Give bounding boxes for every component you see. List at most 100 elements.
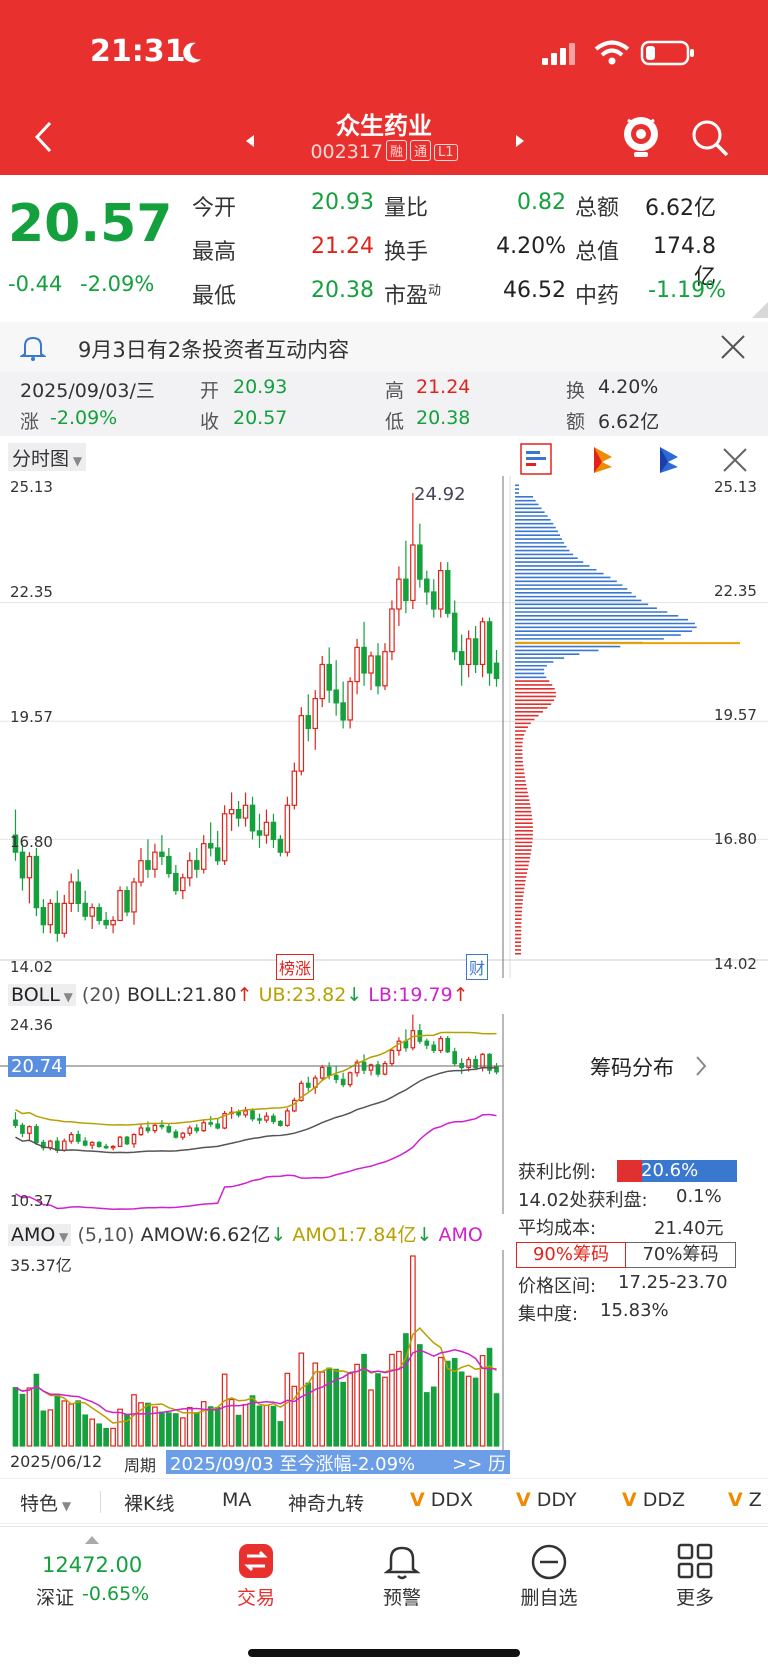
candle-body [145, 1127, 151, 1132]
amo-selector[interactable]: AMO ▼ [8, 1224, 72, 1246]
candle-body [333, 1074, 339, 1080]
alert-bell-icon[interactable] [384, 1543, 420, 1581]
label-market-cap: 总值 [575, 240, 620, 265]
amount-bar [493, 1393, 500, 1447]
close-overlay-icon[interactable] [722, 447, 748, 473]
candle-body [173, 872, 179, 892]
tab-90-chip[interactable]: 90%筹码 [516, 1242, 626, 1268]
boll-chart[interactable] [0, 1014, 504, 1214]
candle-body [75, 881, 81, 904]
bear-icon[interactable] [656, 445, 682, 475]
app-header: 21:31 众生药业 002317 融通 L1 [0, 0, 768, 175]
sector-link[interactable]: 中药 [575, 284, 620, 309]
tab-ddz[interactable]: V DDZ [622, 1489, 686, 1511]
last-price: 20.57 [8, 194, 173, 254]
candle-body [207, 843, 214, 849]
candle-body [124, 889, 130, 913]
boll-header: BOLL ▼ (20) BOLL:21.80↑ UB:23.82↓ LB:19.… [8, 984, 502, 1006]
amount-bar [61, 1400, 68, 1447]
nav-trade[interactable]: 交易 [236, 1587, 275, 1609]
period-selector[interactable]: 分时图 ▼ [8, 443, 87, 471]
back-icon[interactable] [32, 120, 54, 154]
tab-ma[interactable]: MA [222, 1489, 252, 1511]
search-icon[interactable] [690, 118, 730, 158]
period-label: 分时图 [12, 448, 70, 470]
index-name: 深证 [36, 1587, 75, 1609]
amo-top: 35.37亿 [10, 1256, 72, 1275]
amount-bar [284, 1372, 291, 1447]
amount-bar [166, 1412, 172, 1447]
amo-start-date: 2025/06/12 [10, 1452, 103, 1471]
candle-body [472, 638, 479, 666]
tab-z[interactable]: V Z [728, 1489, 762, 1511]
candle-body [431, 591, 437, 610]
notice-bar[interactable]: 9月3日有2条投资者互动内容 [0, 322, 768, 372]
index-value[interactable]: 12472.00 [42, 1553, 143, 1577]
y-tick-4: 16.80 [10, 833, 53, 851]
candle-body [243, 1110, 248, 1116]
nav-more[interactable]: 更多 [675, 1587, 714, 1609]
remove-watchlist-icon[interactable] [530, 1543, 568, 1581]
tab-ddy[interactable]: V DDY [516, 1489, 577, 1511]
kline-chart[interactable] [0, 476, 768, 978]
detail-date: 2025/09/03/三 [20, 380, 155, 402]
candle-body [96, 907, 102, 922]
vip-icon: V [622, 1489, 637, 1511]
amount-bar [291, 1385, 298, 1447]
amount-bar [277, 1421, 284, 1447]
candle-body [194, 1127, 200, 1132]
tab-ddx[interactable]: V DDX [410, 1489, 474, 1511]
amount-bar [152, 1406, 158, 1447]
range-stat-bar[interactable]: 2025/09/03 至今涨幅-2.09% >> 历 [166, 1450, 510, 1474]
index-up-icon [85, 1536, 99, 1544]
assistant-icon[interactable] [620, 112, 662, 160]
tab-nine-turn[interactable]: 神奇九转 [288, 1493, 365, 1515]
candle-body [271, 1115, 276, 1123]
candle-body [347, 1072, 353, 1086]
boll-top: 24.36 [10, 1016, 53, 1034]
amount-bar [228, 1398, 235, 1447]
candle-body [305, 715, 312, 730]
amount-bar [235, 1414, 242, 1447]
chip-distribution-link[interactable]: 筹码分布 [590, 1056, 674, 1080]
amount-bar [110, 1427, 116, 1447]
amount-bar [145, 1402, 151, 1447]
boll-params: (20) [81, 984, 121, 1006]
tab-feature[interactable]: 特色 ▼ [20, 1493, 72, 1515]
candle-body [68, 881, 75, 904]
nav-remove-watchlist[interactable]: 删自选 [520, 1587, 578, 1609]
candle-body [249, 804, 256, 832]
amo-chart[interactable] [0, 1250, 504, 1450]
close-notice-icon[interactable] [720, 334, 746, 360]
tab-70-chip[interactable]: 70%筹码 [626, 1242, 736, 1268]
amount-bar [19, 1393, 26, 1447]
more-grid-icon[interactable] [677, 1543, 713, 1579]
rank-tag[interactable]: 榜涨 [276, 954, 315, 980]
amount-bar [193, 1412, 200, 1447]
label-turnover: 换手 [384, 240, 429, 265]
chip-distribution-icon[interactable] [520, 443, 552, 475]
candle-body [96, 1141, 102, 1148]
candle-body [319, 1066, 325, 1079]
trade-icon[interactable] [238, 1543, 274, 1579]
amount-bar [479, 1355, 486, 1447]
boll-selector[interactable]: BOLL ▼ [8, 984, 76, 1006]
amount-bar [179, 1417, 186, 1447]
candle-body [319, 663, 325, 700]
value-high: 21.24 [311, 234, 374, 259]
tab-naked-k[interactable]: 裸K线 [124, 1493, 175, 1515]
profit-at-label: 14.02处获利盘: [518, 1190, 648, 1211]
candle-body [34, 1126, 39, 1144]
nav-alert[interactable]: 预警 [382, 1587, 421, 1609]
boll-ub: UB:23.82 [258, 984, 347, 1006]
detail-amt-label: 额 [566, 411, 586, 433]
candle-body [291, 770, 298, 806]
prev-stock-icon[interactable] [244, 134, 256, 148]
y-tick-3: 19.57 [10, 708, 53, 726]
amount-bar [382, 1376, 388, 1447]
bull-icon[interactable] [590, 445, 616, 475]
range-stat-link[interactable]: >> 历 [452, 1454, 506, 1474]
candle-body [145, 860, 151, 870]
next-stock-icon[interactable] [514, 134, 526, 148]
finance-tag[interactable]: 财 [466, 954, 489, 980]
